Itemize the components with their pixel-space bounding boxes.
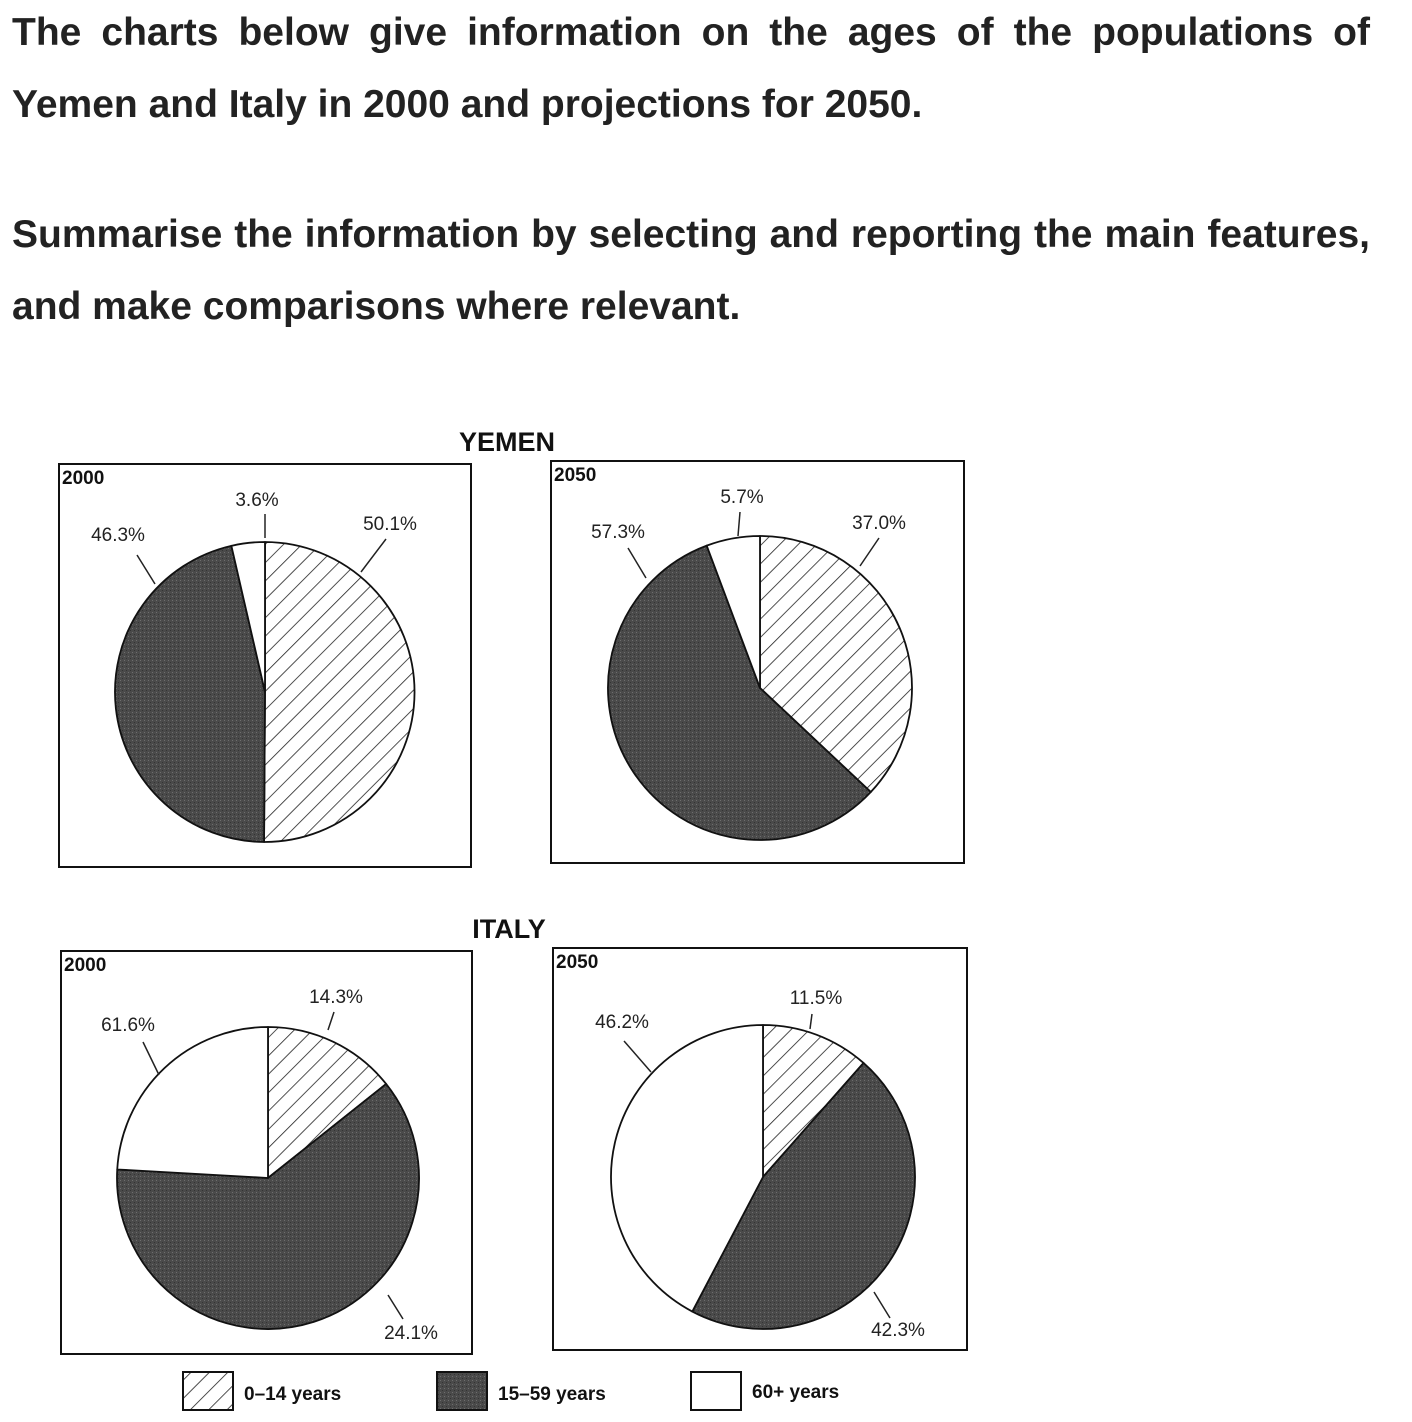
country-title-yemen: YEMEN xyxy=(459,427,555,457)
legend-swatch-children xyxy=(182,1371,234,1411)
pie-slice-working xyxy=(691,1062,916,1330)
pie-slice-children xyxy=(762,1024,865,1178)
pct-label-working: 61.6% xyxy=(101,1015,155,1036)
pct-label-elderly: 24.1% xyxy=(384,1323,438,1344)
pie-slice-elderly xyxy=(610,1024,764,1313)
leader-line-working xyxy=(623,1040,652,1073)
pie-slice-working xyxy=(114,544,266,843)
leader-line-children xyxy=(360,538,387,573)
legend-label-elderly: 60+ years xyxy=(752,1382,839,1403)
pie-slice-working xyxy=(116,1083,420,1330)
task-prompt-instructions: Summarise the information by selecting a… xyxy=(12,213,1370,328)
legend-swatch-elderly xyxy=(690,1371,742,1411)
pie-slice-elderly xyxy=(116,1026,269,1179)
pie-slice-children xyxy=(759,535,913,793)
pct-label-elderly: 5.7% xyxy=(720,487,763,508)
pct-label-elderly: 42.3% xyxy=(871,1320,925,1341)
pie-slice-children xyxy=(267,1026,388,1179)
panel-frame xyxy=(550,460,965,864)
pct-label-children: 50.1% xyxy=(363,514,417,535)
year-label: 2000 xyxy=(62,468,104,489)
legend-label-working: 15–59 years xyxy=(498,1384,606,1405)
legend-label-children: 0–14 years xyxy=(244,1384,341,1405)
panel-frame xyxy=(552,947,968,1351)
pie-slice-elderly xyxy=(230,541,266,693)
leader-line-working xyxy=(627,547,647,579)
pie-panel-yemen-2000: 2000 50.1% 46.3% 3.6% xyxy=(58,463,472,868)
leader-line-children xyxy=(859,537,880,567)
pct-label-children: 11.5% xyxy=(790,988,843,1009)
panel-frame xyxy=(60,950,473,1355)
pie-panel-italy-2050: 2050 11.5% 46.2% 42.3% xyxy=(552,947,968,1351)
legend: 0–14 years 15–59 years 60+ years xyxy=(182,1371,839,1411)
country-title-italy: ITALY xyxy=(472,914,546,944)
pct-label-children: 37.0% xyxy=(852,513,906,534)
pct-label-children: 14.3% xyxy=(309,987,363,1008)
pie-panel-italy-2000: 2000 14.3% 61.6% 24.1% xyxy=(60,950,473,1355)
year-label: 2050 xyxy=(556,952,598,973)
pie-slice-elderly xyxy=(705,535,761,689)
leader-line-elderly xyxy=(873,1291,891,1319)
task-prompt-intro: The charts below give information on the… xyxy=(12,11,1370,126)
pie-slice-children xyxy=(263,541,416,843)
pct-label-elderly: 3.6% xyxy=(235,490,278,511)
leader-line-children xyxy=(809,1013,813,1030)
pct-label-working: 46.3% xyxy=(91,525,145,546)
pct-label-working: 46.2% xyxy=(595,1012,649,1033)
leader-line-working xyxy=(136,554,156,585)
year-label: 2000 xyxy=(64,955,106,976)
pct-label-working: 57.3% xyxy=(591,522,645,543)
legend-swatch-working xyxy=(436,1371,488,1411)
pie-panel-yemen-2050: 2050 37.0% 57.3% 5.7% xyxy=(550,460,965,864)
pie-slice-working xyxy=(607,544,872,841)
leader-line-working xyxy=(142,1041,160,1076)
leader-line-children xyxy=(327,1011,335,1031)
panel-frame xyxy=(58,463,472,868)
leader-line-elderly xyxy=(737,511,741,537)
year-label: 2050 xyxy=(554,465,596,486)
leader-line-elderly xyxy=(387,1294,404,1320)
